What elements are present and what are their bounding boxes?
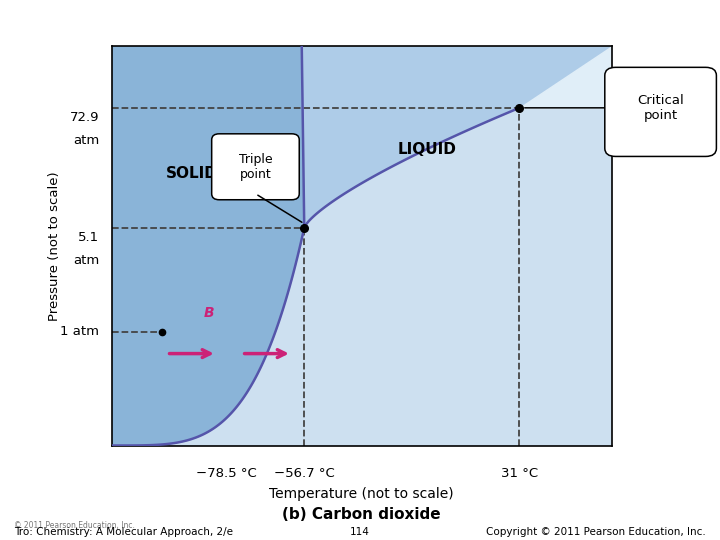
Text: atm: atm xyxy=(73,254,99,267)
Text: 114: 114 xyxy=(350,527,370,537)
Text: 31 °C: 31 °C xyxy=(501,468,538,481)
Text: Triple
point: Triple point xyxy=(238,153,272,181)
Text: 5.1: 5.1 xyxy=(78,231,99,244)
FancyBboxPatch shape xyxy=(212,134,300,200)
Text: 72.9: 72.9 xyxy=(70,111,99,124)
Polygon shape xyxy=(112,46,305,446)
Text: SOLID: SOLID xyxy=(166,166,217,181)
Text: 1 atm: 1 atm xyxy=(60,325,99,338)
Polygon shape xyxy=(519,46,612,108)
Text: Tro: Chemistry: A Molecular Approach, 2/e: Tro: Chemistry: A Molecular Approach, 2/… xyxy=(14,527,233,537)
Text: B: B xyxy=(204,306,215,320)
Text: −56.7 °C: −56.7 °C xyxy=(274,468,335,481)
Text: Critical
point: Critical point xyxy=(637,94,684,122)
Text: −78.5 °C: −78.5 °C xyxy=(197,468,257,481)
Text: Temperature (not to scale): Temperature (not to scale) xyxy=(269,488,454,502)
Text: Pressure (not to scale): Pressure (not to scale) xyxy=(48,171,60,321)
Text: © 2011 Pearson Education, Inc.: © 2011 Pearson Education, Inc. xyxy=(14,521,135,530)
Text: (b) Carbon dioxide: (b) Carbon dioxide xyxy=(282,508,441,522)
Polygon shape xyxy=(302,46,612,228)
Text: atm: atm xyxy=(73,134,99,147)
Text: Copyright © 2011 Pearson Education, Inc.: Copyright © 2011 Pearson Education, Inc. xyxy=(486,527,706,537)
Text: LIQUID: LIQUID xyxy=(397,143,456,157)
